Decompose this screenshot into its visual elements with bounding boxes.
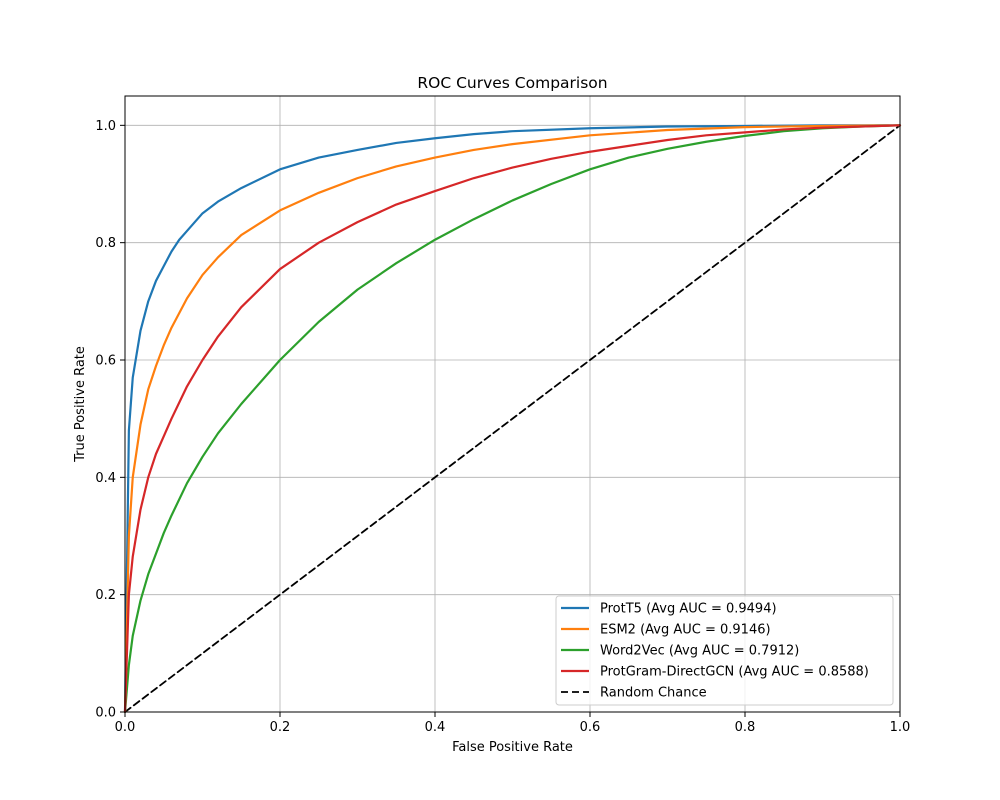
legend-entry-label: ESM2 (Avg AUC = 0.9146) [600, 623, 771, 638]
series-line [123, 124, 902, 714]
x-tick-label: 1.0 [890, 720, 911, 735]
x-tick-label: 0.4 [425, 720, 446, 735]
y-tick-label: 0.4 [95, 471, 116, 486]
y-tick-label: 0.6 [95, 354, 116, 369]
plot-frame [124, 95, 901, 713]
legend-entry-label: ProtT5 (Avg AUC = 0.9494) [600, 602, 777, 617]
y-axis-label: True Positive Rate [73, 346, 88, 463]
y-tick-label: 1.0 [95, 119, 116, 134]
x-axis-label: False Positive Rate [452, 740, 573, 755]
series-line [123, 124, 902, 714]
legend-entry-label: ProtGram-DirectGCN (Avg AUC = 0.8588) [600, 665, 869, 680]
x-tick-label: 0.0 [115, 720, 136, 735]
legend-entry-label: Word2Vec (Avg AUC = 0.7912) [600, 644, 799, 659]
y-tick-label: 0.2 [95, 588, 116, 603]
y-tick-label: 0.0 [95, 706, 116, 721]
x-tick-label: 0.6 [580, 720, 601, 735]
x-axis-ticks: 0.0 0.2 0.4 0.6 0.8 1.0 [115, 712, 911, 735]
x-tick-label: 0.2 [270, 720, 291, 735]
legend-entry-label: Random Chance [600, 686, 707, 701]
series-line [124, 124, 901, 713]
series-lines [123, 124, 902, 714]
legend: ProtT5 (Avg AUC = 0.9494) ESM2 (Avg AUC =… [555, 595, 894, 706]
legend-box [555, 595, 894, 706]
x-tick-label: 0.8 [735, 720, 756, 735]
series-line [123, 124, 902, 714]
y-axis-ticks: 0.0 0.2 0.4 0.6 0.8 1.0 [95, 119, 125, 721]
series-line [123, 124, 902, 714]
y-tick-label: 0.8 [95, 236, 116, 251]
chart-title: ROC Curves Comparison [417, 74, 607, 92]
